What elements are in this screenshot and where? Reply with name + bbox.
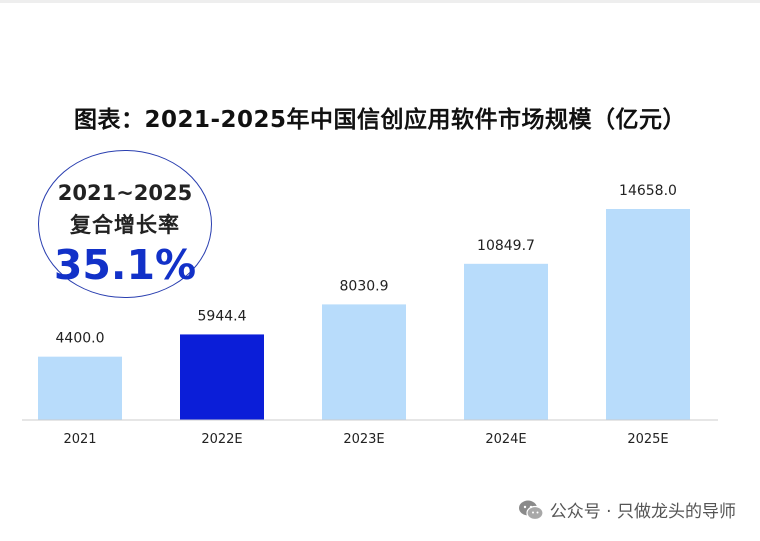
- wechat-icon: [518, 500, 544, 520]
- value-label-2025E: 14658.0: [619, 183, 677, 199]
- bar-2024E: [464, 263, 548, 420]
- watermark: 公众号 · 只做龙头的导师: [518, 497, 736, 522]
- cagr-badge: 2021~2025 复合增长率 35.1%: [38, 150, 212, 298]
- category-label-2025E: 2025E: [627, 432, 668, 447]
- bar-2022E: [180, 334, 264, 420]
- bar-2023E: [322, 304, 406, 420]
- bar-2025E: [606, 209, 690, 420]
- bar-2021: [38, 356, 122, 420]
- labels-layer: 4400.0 2021 5944.4 2022E 8030.9 2023E 10849.7 2…: [56, 183, 677, 447]
- value-label-2023E: 8030.9: [340, 278, 389, 294]
- value-label-2024E: 10849.7: [477, 238, 535, 254]
- category-label-2021: 2021: [63, 432, 96, 447]
- cagr-value: 35.1%: [53, 241, 197, 289]
- value-label-2021: 4400.0: [56, 331, 105, 347]
- category-label-2024E: 2024E: [485, 432, 526, 447]
- watermark-text: 公众号 · 只做龙头的导师: [549, 502, 736, 522]
- category-label-2022E: 2022E: [201, 432, 242, 447]
- category-label-2023E: 2023E: [343, 432, 384, 447]
- chart-title: 图表：2021-2025年中国信创应用软件市场规模（亿元）: [73, 107, 687, 133]
- value-label-2022E: 5944.4: [198, 308, 247, 324]
- cagr-range: 2021~2025: [57, 181, 193, 205]
- top-border: [0, 0, 760, 3]
- bars-layer: [38, 209, 690, 420]
- cagr-label: 复合增长率: [70, 213, 180, 237]
